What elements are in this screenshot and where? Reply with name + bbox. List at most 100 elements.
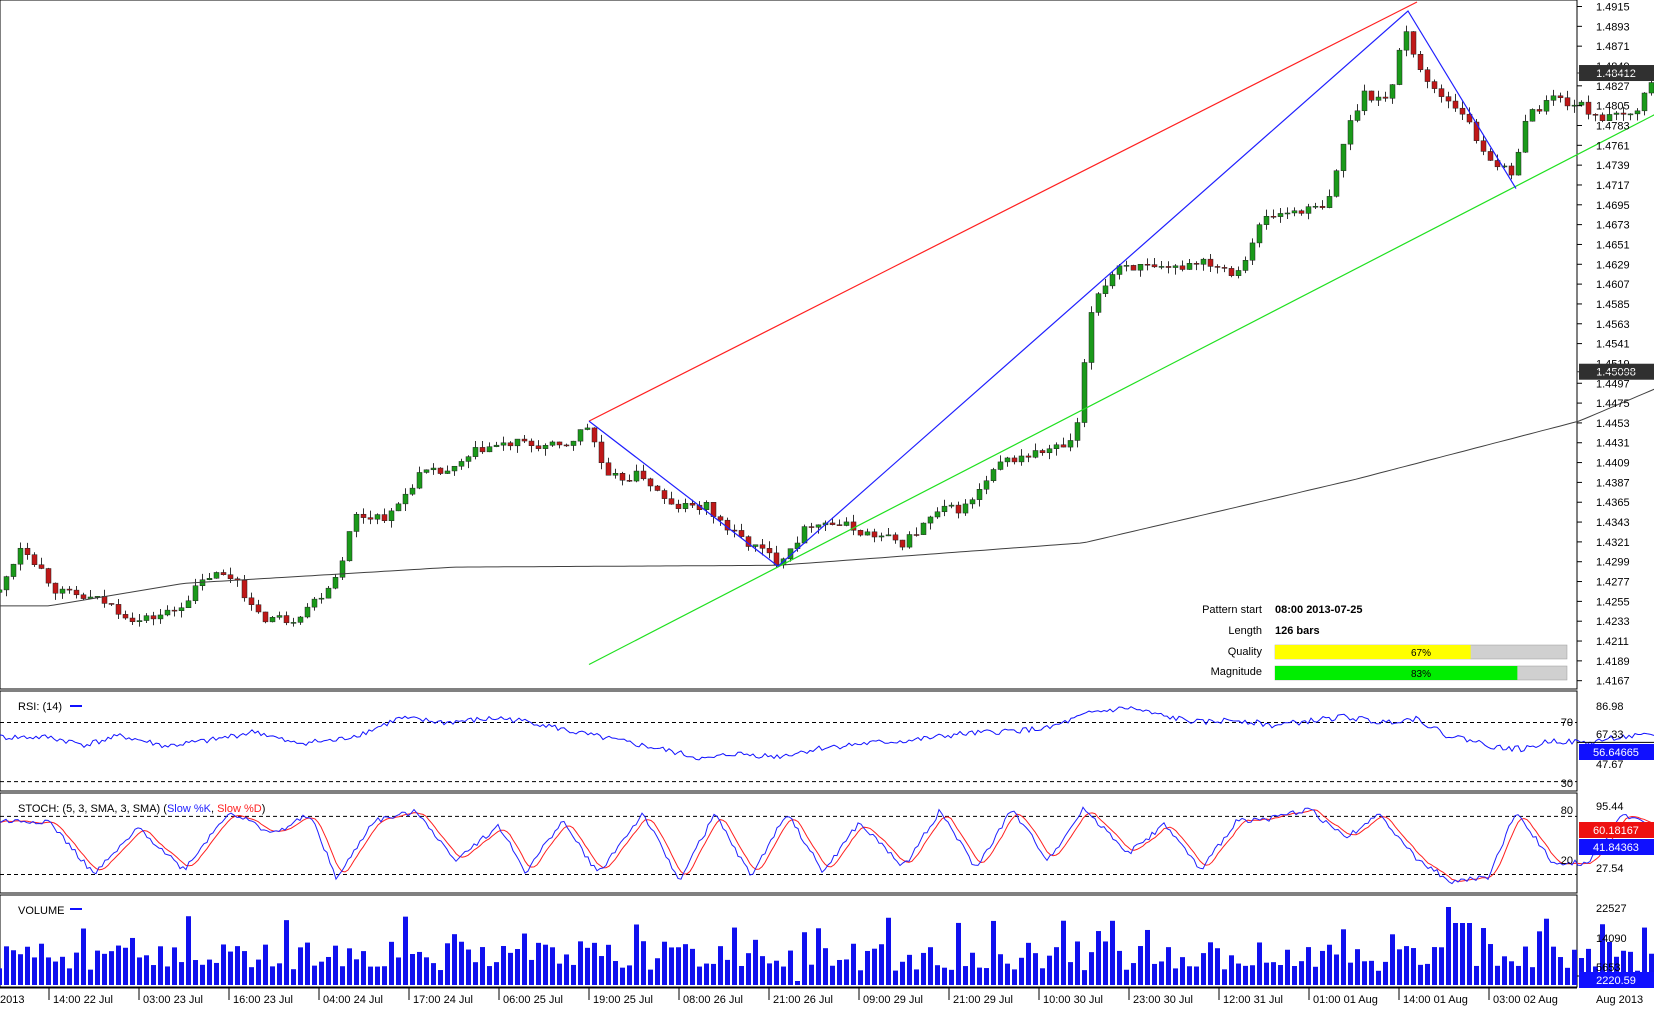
rsi-title: RSI: (14)	[18, 701, 62, 713]
volume-bar	[1089, 952, 1094, 985]
candle-body	[892, 534, 899, 541]
candle-body	[1417, 53, 1424, 70]
volume-bar	[1502, 956, 1507, 985]
candle-body	[1445, 96, 1452, 102]
volume-bar	[1432, 947, 1437, 985]
volume-bar	[1180, 957, 1185, 985]
rsi-line	[0, 706, 1654, 761]
volume-bar	[1075, 941, 1080, 985]
candle-body	[500, 442, 507, 446]
candle-body	[703, 502, 710, 511]
volume-bar	[914, 969, 919, 985]
candle-body	[605, 462, 612, 476]
volume-bar	[305, 942, 310, 985]
candle-body	[66, 588, 73, 591]
volume-bar	[179, 962, 184, 985]
stoch-level-20: 20	[1561, 855, 1573, 867]
volume-bar	[1383, 961, 1388, 985]
candle-body	[948, 504, 955, 507]
volume-bar	[1040, 968, 1045, 985]
volume-bar	[312, 965, 317, 985]
candle-body	[857, 530, 864, 536]
volume-bar	[795, 981, 800, 985]
candle-body	[563, 444, 570, 447]
candle-body	[367, 517, 374, 520]
candle-body	[906, 534, 913, 548]
volume-bar	[935, 965, 940, 985]
candle-body	[1256, 224, 1263, 244]
time-label: 17:00 24 Jul	[413, 994, 473, 1006]
volume-bar	[1257, 942, 1262, 985]
price-tick-label: 1.4805	[1596, 101, 1630, 113]
price-tick-label: 1.4321	[1596, 537, 1630, 549]
quality-fill	[1275, 645, 1471, 659]
candle-body	[1242, 260, 1249, 271]
price-content	[0, 1, 1654, 666]
volume-bar	[1243, 965, 1248, 985]
price-tick-label: 1.4475	[1596, 398, 1630, 410]
time-label: 10:00 30 Jul	[1043, 994, 1103, 1006]
candle-body	[1193, 263, 1200, 265]
volume-bar	[900, 961, 905, 985]
candle-body	[976, 489, 983, 500]
volume-bar	[1621, 950, 1626, 985]
candle-body	[633, 470, 640, 482]
candle-body	[283, 615, 290, 624]
volume-bar	[1208, 942, 1213, 985]
volume-bar	[1201, 953, 1206, 985]
volume-bar	[326, 956, 331, 985]
candle-body	[1004, 457, 1011, 463]
volume-bar	[1159, 961, 1164, 985]
time-label: 09:00 29 Jul	[863, 994, 923, 1006]
current-price-tag-label: 1.48412	[1596, 68, 1636, 80]
volume-bar	[1054, 947, 1059, 985]
volume-bar	[1138, 946, 1143, 985]
volume-bar	[886, 917, 891, 985]
volume-bar	[543, 944, 548, 985]
volume-bar	[1439, 947, 1444, 985]
price-tick-label: 1.4409	[1596, 458, 1630, 470]
volume-bar	[949, 969, 954, 985]
volume-bar	[144, 955, 149, 985]
candle-body	[1277, 213, 1284, 217]
volume-bar	[214, 962, 219, 985]
volume-bar	[1131, 963, 1136, 985]
candle-body	[521, 438, 528, 442]
candle-body	[374, 514, 381, 520]
candle-body	[1214, 266, 1221, 268]
candle-body	[1298, 210, 1305, 214]
stoch-d-tag: 60.18167	[1579, 822, 1654, 838]
volume-bar	[718, 946, 723, 985]
ma-value-tag-label: 1.45098	[1596, 367, 1636, 379]
stoch-level-80: 80	[1561, 805, 1573, 817]
candle-body	[59, 588, 66, 594]
candle-body	[1620, 112, 1627, 115]
candle-body	[941, 505, 948, 513]
candle-body	[1410, 31, 1417, 55]
stoch-tick: 27.54	[1596, 863, 1624, 875]
volume-bar	[172, 947, 177, 985]
rsi-level-70: 70	[1561, 717, 1573, 729]
time-label: 19:00 25 Jul	[593, 994, 653, 1006]
candle-body	[1627, 113, 1634, 116]
candle-body	[227, 574, 234, 580]
candle-body	[1207, 258, 1214, 267]
time-label: 23:00 30 Jul	[1133, 994, 1193, 1006]
candle-body	[185, 600, 192, 608]
volume-bar	[473, 962, 478, 985]
volume-bar	[1425, 963, 1430, 985]
volume-bar	[1516, 965, 1521, 985]
candle-body	[1606, 114, 1613, 121]
volume-bar	[39, 943, 44, 985]
candle-body	[136, 620, 143, 622]
volume-bar	[648, 969, 653, 985]
price-tick-label: 1.4585	[1596, 299, 1630, 311]
svg-text:56.64665: 56.64665	[1593, 747, 1639, 759]
price-tick-label: 1.4167	[1596, 676, 1630, 688]
candle-body	[1270, 215, 1277, 218]
candle-body	[409, 487, 416, 495]
candle-body	[213, 572, 220, 579]
volume-bar	[396, 957, 401, 985]
volume-bar	[438, 970, 443, 985]
volume-bar	[1551, 946, 1556, 985]
